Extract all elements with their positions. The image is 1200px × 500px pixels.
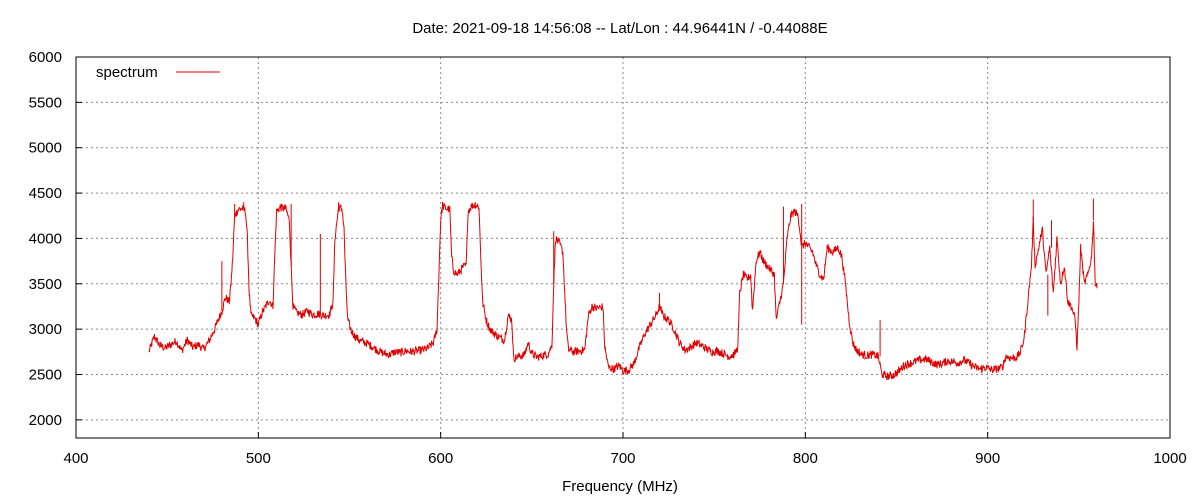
x-tick-label: 1000	[1153, 450, 1186, 467]
x-tick-label: 400	[63, 450, 88, 467]
y-tick-label: 3000	[29, 321, 62, 338]
x-tick-label: 600	[428, 450, 453, 467]
y-tick-label: 4500	[29, 185, 62, 202]
grid-layer	[76, 57, 1170, 438]
y-tick-label: 2500	[29, 367, 62, 384]
x-tick-label: 500	[246, 450, 271, 467]
y-tick-label: 5000	[29, 140, 62, 157]
legend-label: spectrum	[96, 64, 158, 81]
x-tick-label: 700	[610, 450, 635, 467]
y-tick-label: 3500	[29, 276, 62, 293]
y-tick-label: 2000	[29, 412, 62, 429]
y-tick-label: 5500	[29, 94, 62, 111]
series-line-spectrum	[148, 201, 1098, 381]
y-tick-label: 6000	[29, 49, 62, 66]
series-layer	[148, 198, 1098, 381]
x-tick-label: 800	[793, 450, 818, 467]
x-axis-label: Frequency (MHz)	[562, 478, 678, 495]
y-tick-label: 4000	[29, 230, 62, 247]
x-tick-label: 900	[975, 450, 1000, 467]
legend: spectrum	[88, 60, 228, 84]
tick-layer: 400 500 600 700 800 900 1000 2000 2500 3000 3500 40…	[29, 49, 1187, 467]
chart-title: Date: 2021-09-18 14:56:08 -- Lat/Lon : 4…	[412, 20, 827, 37]
